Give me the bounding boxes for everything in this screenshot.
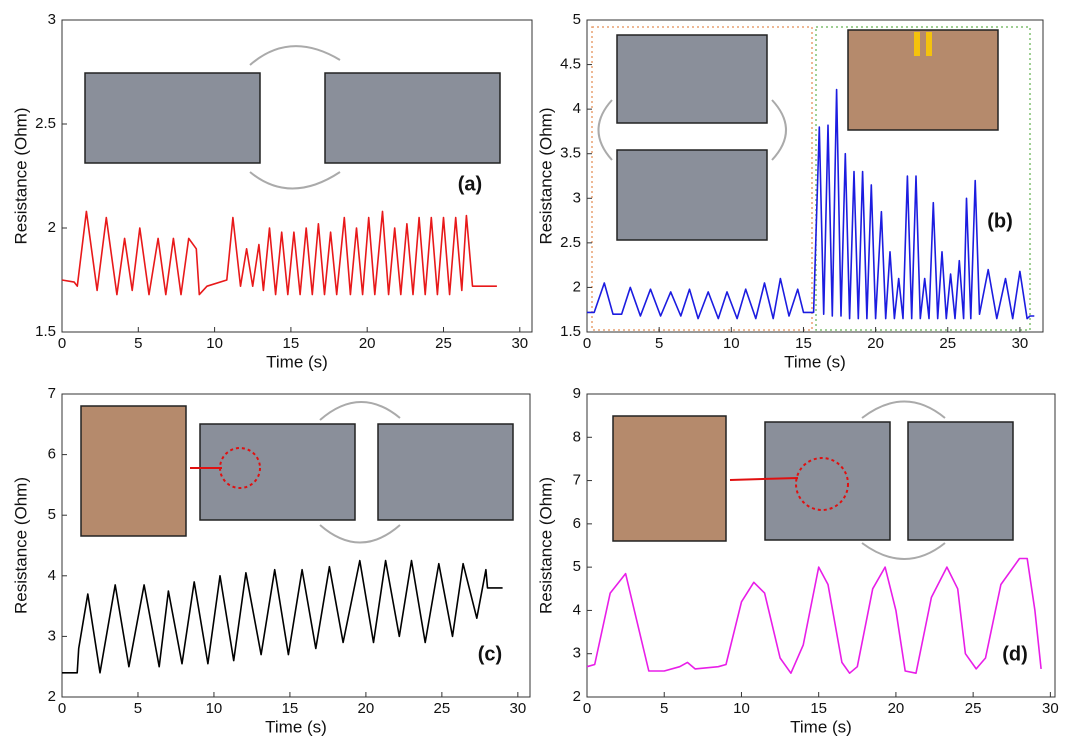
- arrow: [772, 100, 786, 160]
- y-tick-label: 7: [573, 472, 581, 489]
- y-tick-label: 3: [48, 11, 56, 28]
- arrow-icon: [914, 32, 920, 56]
- y-tick-label: 3: [48, 627, 56, 644]
- arrow: [862, 402, 945, 419]
- arrow: [320, 525, 400, 543]
- x-tick-label: 15: [283, 335, 300, 352]
- x-tick-label: 15: [795, 335, 812, 352]
- x-tick-label: 0: [58, 700, 66, 717]
- x-tick-label: 25: [939, 335, 956, 352]
- y-tick-label: 6: [48, 446, 56, 463]
- x-tick-label: 20: [867, 335, 884, 352]
- panel-label: (b): [987, 210, 1013, 232]
- x-tick-label: 20: [359, 335, 376, 352]
- photo: [325, 73, 500, 163]
- y-tick-label: 1.5: [35, 323, 56, 340]
- y-tick-label: 6: [573, 515, 581, 532]
- x-tick-label: 25: [965, 700, 982, 717]
- y-tick-label: 3: [573, 645, 581, 662]
- data-line: [62, 211, 497, 294]
- y-tick-label: 7: [48, 385, 56, 402]
- y-tick-label: 4: [573, 601, 581, 618]
- photo: [908, 422, 1013, 540]
- x-tick-label: 25: [435, 335, 452, 352]
- arrow-icon: [926, 32, 932, 56]
- arrow: [250, 46, 340, 65]
- y-tick-label: 2.5: [560, 234, 581, 251]
- y-tick-label: 4: [48, 567, 56, 584]
- photo: [200, 424, 355, 520]
- y-tick-label: 8: [573, 428, 581, 445]
- y-tick-label: 4: [573, 100, 581, 117]
- y-tick-label: 5: [573, 558, 581, 575]
- y-tick-label: 4.5: [560, 56, 581, 73]
- panel-label: (d): [1002, 643, 1028, 665]
- y-tick-label: 2: [573, 278, 581, 295]
- panel-label: (c): [478, 643, 502, 665]
- x-tick-label: 30: [1042, 700, 1059, 717]
- x-axis-label: Time (s): [265, 717, 327, 736]
- x-tick-label: 20: [888, 700, 905, 717]
- x-tick-label: 15: [282, 700, 299, 717]
- arrow: [599, 100, 613, 160]
- photo: [617, 150, 767, 240]
- data-line: [62, 561, 503, 673]
- photo: [81, 406, 186, 536]
- y-axis-label: Resistance (Ohm): [11, 477, 30, 614]
- arrow: [862, 543, 945, 559]
- x-axis-label: Time (s): [790, 717, 852, 736]
- y-tick-label: 3: [573, 189, 581, 206]
- data-line: [587, 559, 1041, 674]
- y-tick-label: 9: [573, 385, 581, 402]
- x-tick-label: 0: [583, 700, 591, 717]
- x-tick-label: 20: [358, 700, 375, 717]
- x-tick-label: 30: [511, 335, 528, 352]
- y-axis-label: Resistance (Ohm): [536, 477, 555, 614]
- x-tick-label: 5: [655, 335, 663, 352]
- figure: 0510152025301.522.53Time (s)Resistance (…: [0, 0, 1069, 752]
- x-tick-label: 0: [58, 335, 66, 352]
- photo: [613, 416, 726, 541]
- y-tick-label: 2: [48, 688, 56, 705]
- x-tick-label: 5: [134, 700, 142, 717]
- arrow: [250, 172, 340, 189]
- x-tick-label: 30: [1012, 335, 1029, 352]
- y-tick-label: 2: [573, 688, 581, 705]
- y-tick-label: 2.5: [35, 115, 56, 132]
- y-tick-label: 1.5: [560, 323, 581, 340]
- y-tick-label: 2: [48, 219, 56, 236]
- arrow: [320, 402, 400, 420]
- photo: [848, 30, 998, 130]
- x-tick-label: 0: [583, 335, 591, 352]
- x-tick-label: 15: [810, 700, 827, 717]
- photo: [765, 422, 890, 540]
- photo: [85, 73, 260, 163]
- y-axis-label: Resistance (Ohm): [536, 108, 555, 245]
- x-tick-label: 10: [206, 335, 223, 352]
- panel-label: (a): [458, 173, 482, 195]
- photo: [617, 35, 767, 123]
- photo: [378, 424, 513, 520]
- x-tick-label: 10: [206, 700, 223, 717]
- x-tick-label: 10: [733, 700, 750, 717]
- x-tick-label: 30: [510, 700, 527, 717]
- y-tick-label: 5: [48, 506, 56, 523]
- x-tick-label: 10: [723, 335, 740, 352]
- x-axis-label: Time (s): [784, 352, 846, 371]
- x-axis-label: Time (s): [266, 352, 328, 371]
- x-tick-label: 5: [660, 700, 668, 717]
- x-tick-label: 5: [134, 335, 142, 352]
- y-axis-label: Resistance (Ohm): [11, 108, 30, 245]
- y-tick-label: 3.5: [560, 145, 581, 162]
- x-tick-label: 25: [434, 700, 451, 717]
- y-tick-label: 5: [573, 11, 581, 28]
